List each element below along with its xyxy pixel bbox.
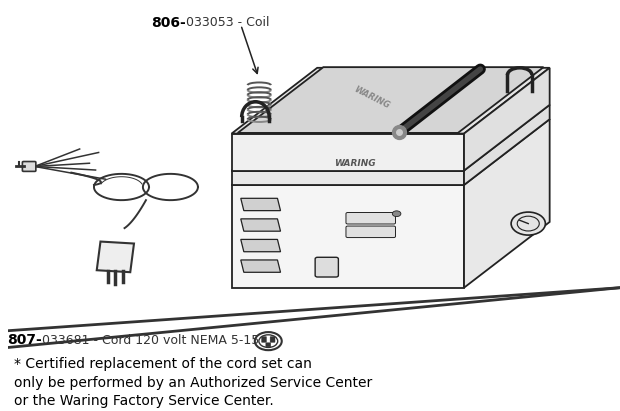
Text: 807-: 807- — [7, 333, 42, 347]
FancyBboxPatch shape — [22, 162, 36, 171]
Text: 806-: 806- — [151, 16, 186, 30]
FancyBboxPatch shape — [270, 337, 275, 342]
Text: * Certified replacement of the cord set can: * Certified replacement of the cord set … — [14, 357, 312, 371]
Polygon shape — [97, 242, 134, 272]
Circle shape — [392, 211, 401, 217]
Polygon shape — [241, 199, 280, 211]
Text: WARING: WARING — [334, 159, 376, 168]
FancyBboxPatch shape — [346, 212, 396, 224]
Polygon shape — [464, 68, 550, 171]
Polygon shape — [464, 105, 550, 185]
Polygon shape — [241, 239, 280, 252]
Circle shape — [255, 332, 281, 350]
Text: only be performed by an Authorized Service Center: only be performed by an Authorized Servi… — [14, 376, 373, 390]
FancyBboxPatch shape — [346, 226, 396, 238]
Polygon shape — [232, 134, 464, 171]
Polygon shape — [241, 219, 280, 231]
FancyBboxPatch shape — [262, 337, 267, 342]
Polygon shape — [464, 119, 550, 288]
FancyBboxPatch shape — [266, 343, 271, 347]
Polygon shape — [232, 119, 550, 185]
Polygon shape — [237, 67, 544, 133]
FancyBboxPatch shape — [315, 257, 339, 277]
Text: WARING: WARING — [353, 85, 391, 110]
Text: 033053 - Coil: 033053 - Coil — [186, 16, 269, 29]
Text: or the Waring Factory Service Center.: or the Waring Factory Service Center. — [14, 394, 274, 408]
Circle shape — [511, 212, 546, 235]
Polygon shape — [232, 105, 550, 171]
Polygon shape — [232, 68, 550, 134]
Polygon shape — [232, 171, 464, 185]
Text: 033681 - Cord 120 volt NEMA 5-15: 033681 - Cord 120 volt NEMA 5-15 — [42, 334, 259, 347]
Polygon shape — [241, 260, 280, 272]
Polygon shape — [232, 185, 464, 288]
